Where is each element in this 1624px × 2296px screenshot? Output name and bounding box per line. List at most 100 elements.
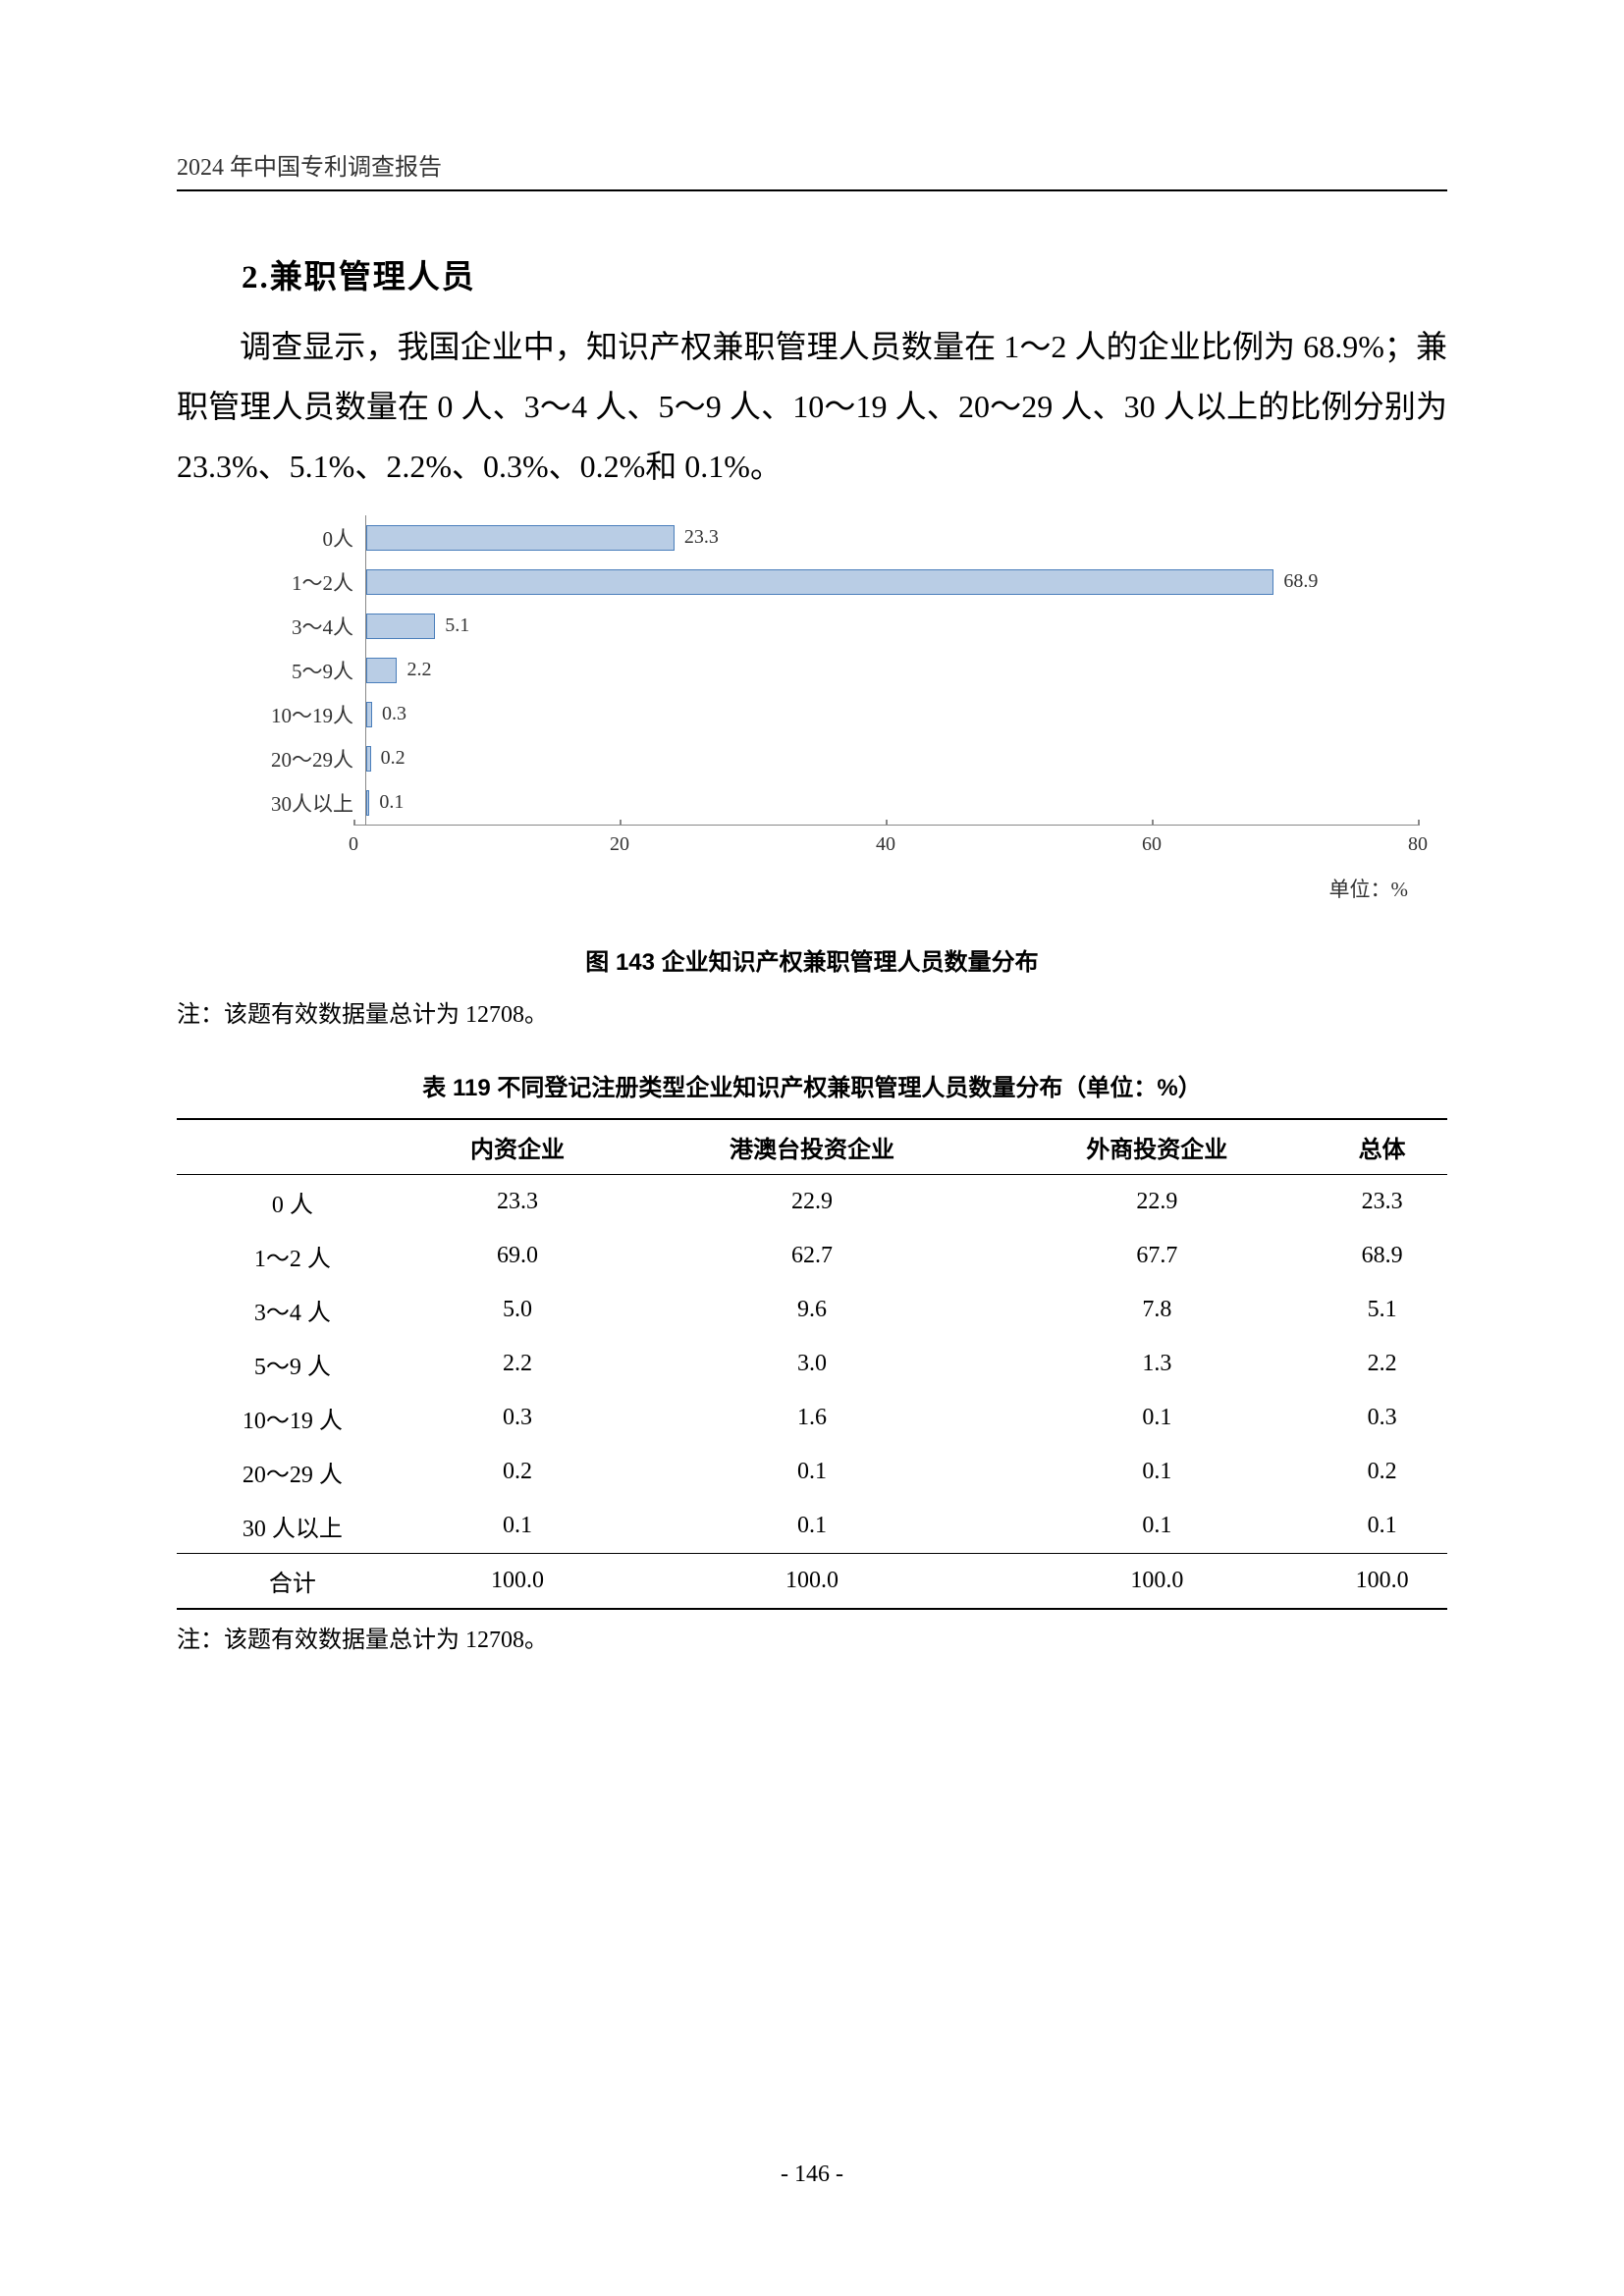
- chart-category-label: 3～4人: [206, 612, 365, 641]
- table-cell: 22.9: [998, 1175, 1318, 1230]
- table-cell: 2.2: [1317, 1337, 1447, 1391]
- chart-bar-area: 23.3: [365, 515, 1418, 560]
- table-caption: 表 119 不同登记注册类型企业知识产权兼职管理人员数量分布（单位：%）: [177, 1068, 1447, 1102]
- table-cell: 1.3: [998, 1337, 1318, 1391]
- table-cell: 7.8: [998, 1283, 1318, 1337]
- chart-value-label: 2.2: [395, 658, 431, 681]
- chart-value-label: 23.3: [673, 525, 719, 549]
- table-row: 1～2 人69.062.767.768.9: [177, 1229, 1447, 1283]
- chart-value-label: 0.3: [370, 702, 406, 725]
- chart-category-label: 5～9人: [206, 656, 365, 685]
- chart-row: 5～9人 2.2: [206, 648, 1418, 692]
- table-cell: 9.6: [626, 1283, 997, 1337]
- chart-tick-label: 20: [610, 833, 629, 856]
- figure-note: 注：该题有效数据量总计为 12708。: [177, 994, 1447, 1029]
- table-cell: 0.3: [1317, 1391, 1447, 1445]
- table-row-label: 3～4 人: [177, 1283, 408, 1337]
- table-cell: 100.0: [408, 1554, 627, 1610]
- table-cell: 3.0: [626, 1337, 997, 1391]
- table-cell: 23.3: [408, 1175, 627, 1230]
- header-rule: [177, 189, 1447, 191]
- chart-value-label: 68.9: [1272, 569, 1318, 593]
- table-cell: 62.7: [626, 1229, 997, 1283]
- chart-category-label: 10～19人: [206, 700, 365, 729]
- chart-bar: [366, 525, 675, 551]
- chart-unit-label: 单位：%: [177, 874, 1408, 903]
- table-cell: 5.1: [1317, 1283, 1447, 1337]
- chart-category-label: 30人以上: [206, 788, 365, 818]
- table-header-cell: [177, 1119, 408, 1175]
- table-cell: 69.0: [408, 1229, 627, 1283]
- table-cell: 2.2: [408, 1337, 627, 1391]
- table-cell: 23.3: [1317, 1175, 1447, 1230]
- chart-row: 3～4人 5.1: [206, 604, 1418, 648]
- chart-tick-label: 80: [1408, 833, 1428, 856]
- table-header-cell: 外商投资企业: [998, 1119, 1318, 1175]
- chart-bar-area: 5.1: [365, 604, 1418, 648]
- table-cell: 0.2: [408, 1445, 627, 1499]
- table-cell: 100.0: [1317, 1554, 1447, 1610]
- table-row: 30 人以上0.10.10.10.1: [177, 1499, 1447, 1554]
- table-cell: 1.6: [626, 1391, 997, 1445]
- table-note: 注：该题有效数据量总计为 12708。: [177, 1620, 1447, 1654]
- chart-bar-area: 0.1: [365, 780, 1418, 825]
- table-total-row: 合计100.0100.0100.0100.0: [177, 1554, 1447, 1610]
- table-row-label: 合计: [177, 1554, 408, 1610]
- figure-caption: 图 143 企业知识产权兼职管理人员数量分布: [177, 942, 1447, 977]
- chart-row: 0人 23.3: [206, 515, 1418, 560]
- table-cell: 0.1: [408, 1499, 627, 1554]
- bar-chart: 0人23.31～2人68.93～4人5.15～9人2.210～19人0.320～…: [206, 515, 1418, 864]
- table-cell: 0.3: [408, 1391, 627, 1445]
- chart-row: 30人以上0.1: [206, 780, 1418, 825]
- table-row: 5～9 人2.23.01.32.2: [177, 1337, 1447, 1391]
- data-table: 内资企业港澳台投资企业外商投资企业总体 0 人23.322.922.923.31…: [177, 1118, 1447, 1610]
- page-number: - 146 -: [0, 2162, 1624, 2188]
- chart-tick-label: 60: [1142, 833, 1162, 856]
- table-cell: 0.2: [1317, 1445, 1447, 1499]
- chart-category-label: 0人: [206, 523, 365, 553]
- section-title: 2.兼职管理人员: [242, 250, 1447, 297]
- table-row-label: 30 人以上: [177, 1499, 408, 1554]
- table-row-label: 5～9 人: [177, 1337, 408, 1391]
- table-row-label: 20～29 人: [177, 1445, 408, 1499]
- chart-tick-label: 0: [349, 833, 358, 856]
- chart-bar-area: 68.9: [365, 560, 1418, 604]
- table-header-cell: 港澳台投资企业: [626, 1119, 997, 1175]
- table-cell: 0.1: [626, 1445, 997, 1499]
- chart-row: 20～29人0.2: [206, 736, 1418, 780]
- chart-category-label: 20～29人: [206, 744, 365, 774]
- chart-value-label: 5.1: [433, 614, 469, 637]
- chart-bar: [366, 614, 435, 639]
- table-cell: 68.9: [1317, 1229, 1447, 1283]
- table-row: 20～29 人0.20.10.10.2: [177, 1445, 1447, 1499]
- chart-bar-area: 0.2: [365, 736, 1418, 780]
- chart-category-label: 1～2人: [206, 567, 365, 597]
- table-header-cell: 总体: [1317, 1119, 1447, 1175]
- table-cell: 5.0: [408, 1283, 627, 1337]
- table-cell: 22.9: [626, 1175, 997, 1230]
- table-cell: 0.1: [998, 1499, 1318, 1554]
- table-cell: 0.1: [626, 1499, 997, 1554]
- table-row: 3～4 人5.09.67.85.1: [177, 1283, 1447, 1337]
- table-row-label: 10～19 人: [177, 1391, 408, 1445]
- chart-bar-area: 2.2: [365, 648, 1418, 692]
- table-cell: 0.1: [998, 1445, 1318, 1499]
- chart-tick-label: 40: [876, 833, 895, 856]
- page: 2024 年中国专利调查报告 2.兼职管理人员 调查显示，我国企业中，知识产权兼…: [0, 0, 1624, 2296]
- table-cell: 0.1: [998, 1391, 1318, 1445]
- chart-row: 10～19人0.3: [206, 692, 1418, 736]
- chart-value-label: 0.1: [367, 790, 404, 814]
- chart-value-label: 0.2: [369, 746, 406, 770]
- table-row-label: 0 人: [177, 1175, 408, 1230]
- table-cell: 0.1: [1317, 1499, 1447, 1554]
- chart-axis: 020406080: [206, 825, 1418, 864]
- table-cell: 100.0: [998, 1554, 1318, 1610]
- table-row: 10～19 人0.31.60.10.3: [177, 1391, 1447, 1445]
- table-cell: 100.0: [626, 1554, 997, 1610]
- body-paragraph: 调查显示，我国企业中，知识产权兼职管理人员数量在 1～2 人的企业比例为 68.…: [177, 317, 1447, 496]
- header-title: 2024 年中国专利调查报告: [177, 147, 1447, 182]
- chart-bar: [366, 569, 1273, 595]
- table-header-cell: 内资企业: [408, 1119, 627, 1175]
- table-row-label: 1～2 人: [177, 1229, 408, 1283]
- table-cell: 67.7: [998, 1229, 1318, 1283]
